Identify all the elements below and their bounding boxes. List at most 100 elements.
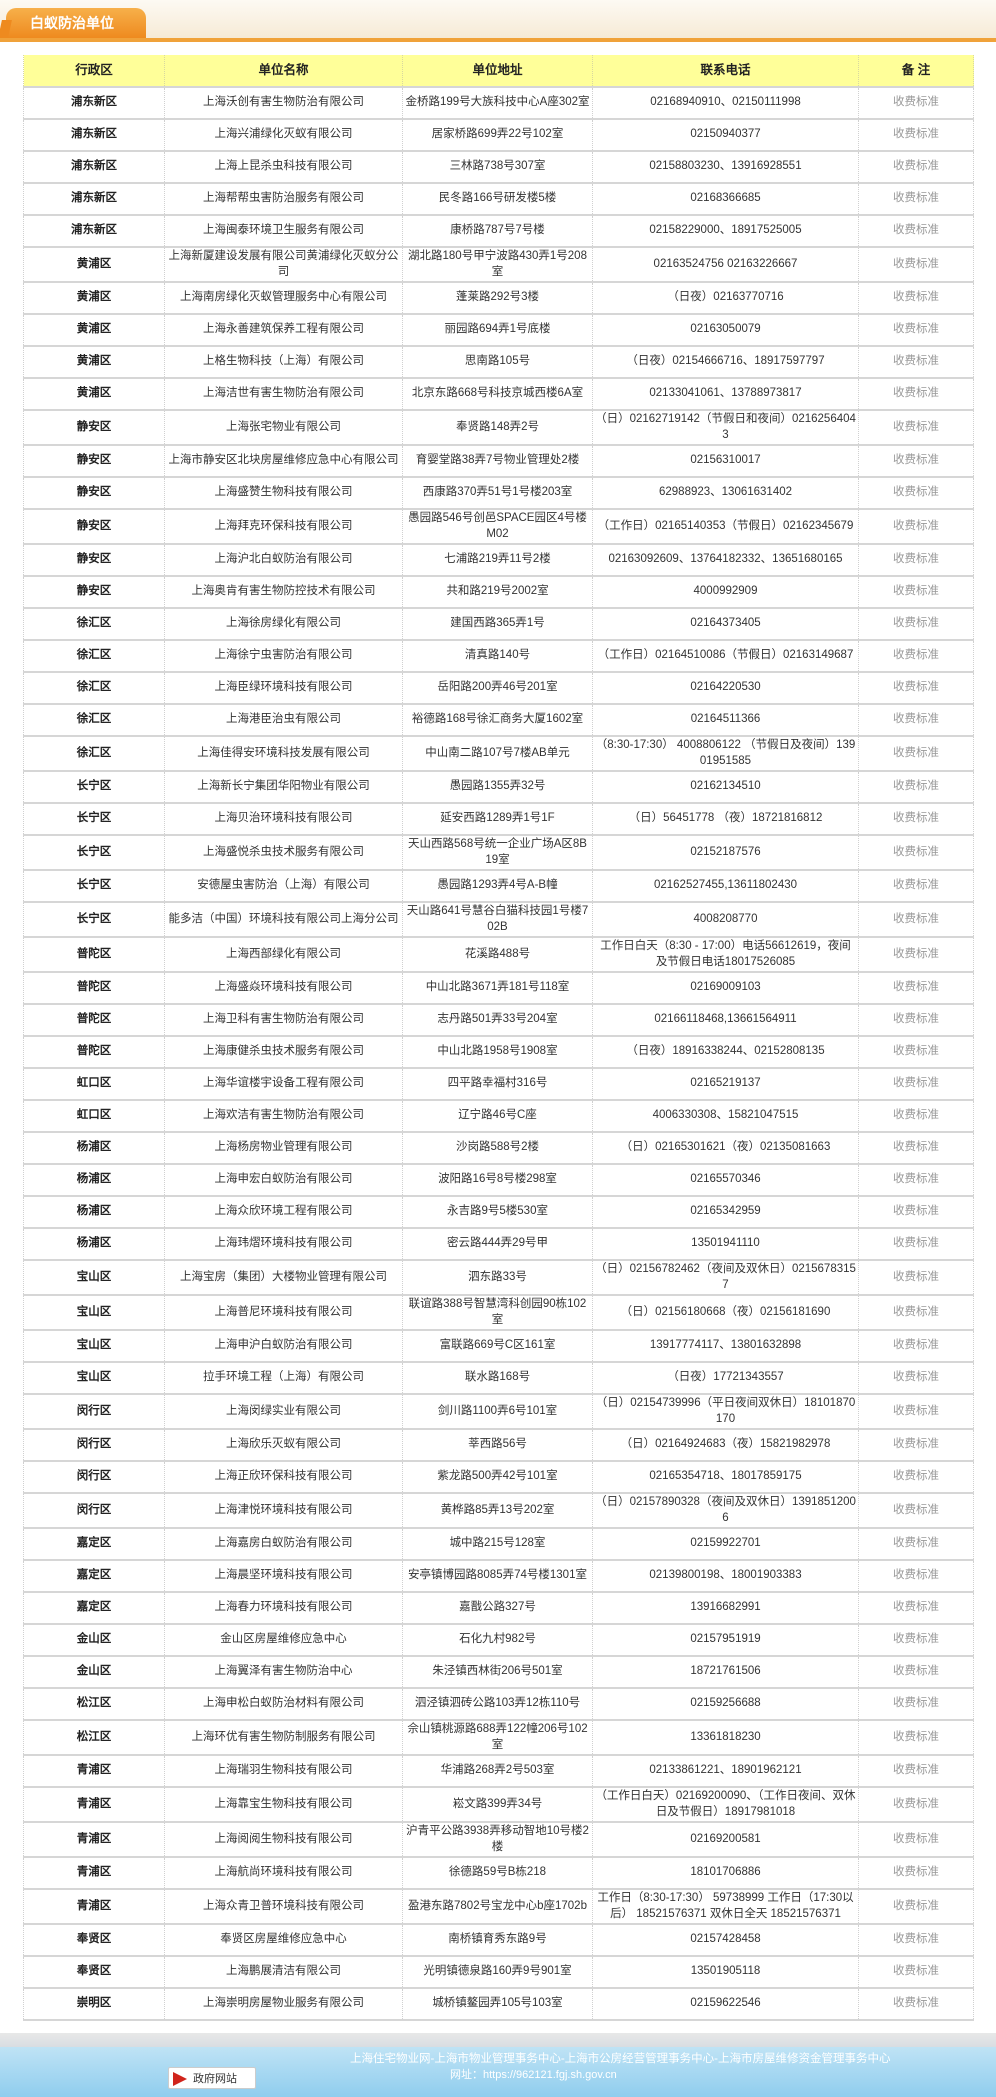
fee-standard-link[interactable]: 收费标准 bbox=[893, 1797, 939, 1810]
unit-name-cell: 奉贤区房屋维修应急中心 bbox=[164, 1924, 403, 1957]
district-cell: 普陀区 bbox=[23, 937, 165, 973]
fee-standard-link[interactable]: 收费标准 bbox=[893, 681, 939, 694]
unit-name-cell: 上海宝房（集团）大楼物业管理有限公司 bbox=[164, 1260, 403, 1296]
fee-standard-link[interactable]: 收费标准 bbox=[893, 553, 939, 566]
fee-standard-link[interactable]: 收费标准 bbox=[893, 454, 939, 467]
fee-standard-link[interactable]: 收费标准 bbox=[893, 420, 939, 433]
fee-standard-link[interactable]: 收费标准 bbox=[893, 519, 939, 532]
footer-text: 上海住宅物业网-上海市物业管理事务中心-上海市公房经营管理事务中心-上海市房屋维… bbox=[350, 2051, 996, 2083]
district-cell: 虹口区 bbox=[23, 1068, 165, 1101]
header-unit-name: 单位名称 bbox=[164, 55, 403, 88]
fee-standard-link[interactable]: 收费标准 bbox=[893, 585, 939, 598]
fee-standard-link[interactable]: 收费标准 bbox=[893, 1965, 939, 1978]
phone-cell: （工作日）02164510086（节假日）02163149687 bbox=[592, 640, 859, 673]
fee-standard-link[interactable]: 收费标准 bbox=[893, 1997, 939, 2010]
fee-standard-link[interactable]: 收费标准 bbox=[893, 1933, 939, 1946]
fee-standard-link[interactable]: 收费标准 bbox=[893, 1013, 939, 1026]
fee-standard-link[interactable]: 收费标准 bbox=[893, 1173, 939, 1186]
fee-standard-link[interactable]: 收费标准 bbox=[893, 1503, 939, 1516]
unit-name-cell: 上海永善建筑保养工程有限公司 bbox=[164, 314, 403, 347]
fee-standard-link[interactable]: 收费标准 bbox=[893, 1205, 939, 1218]
table-row: 静安区 上海市静安区北块房屋维修应急中心有限公司 育婴堂路38弄7号物业管理处2楼 0… bbox=[23, 445, 974, 478]
fee-standard-link[interactable]: 收费标准 bbox=[893, 649, 939, 662]
fee-standard-link[interactable]: 收费标准 bbox=[893, 912, 939, 925]
unit-name-cell: 上海航尚环境科技有限公司 bbox=[164, 1857, 403, 1890]
fee-standard-link[interactable]: 收费标准 bbox=[893, 355, 939, 368]
fee-standard-link[interactable]: 收费标准 bbox=[893, 1832, 939, 1845]
remarks-cell: 收费标准 bbox=[858, 1100, 974, 1133]
district-cell: 浦东新区 bbox=[23, 119, 165, 152]
district-cell: 宝山区 bbox=[23, 1362, 165, 1395]
fee-standard-link[interactable]: 收费标准 bbox=[893, 845, 939, 858]
fee-standard-link[interactable]: 收费标准 bbox=[893, 713, 939, 726]
fee-standard-link[interactable]: 收费标准 bbox=[893, 879, 939, 892]
fee-standard-link[interactable]: 收费标准 bbox=[893, 1371, 939, 1384]
fee-standard-link[interactable]: 收费标准 bbox=[893, 1569, 939, 1582]
remarks-cell: 收费标准 bbox=[858, 1036, 974, 1069]
table-row: 徐汇区 上海徐房绿化有限公司 建国西路365弄1号 02164373405 收费标准 bbox=[23, 608, 974, 641]
fee-standard-link[interactable]: 收费标准 bbox=[893, 746, 939, 759]
fee-standard-link[interactable]: 收费标准 bbox=[893, 1537, 939, 1550]
fee-standard-link[interactable]: 收费标准 bbox=[893, 1305, 939, 1318]
remarks-cell: 收费标准 bbox=[858, 445, 974, 478]
district-cell: 徐汇区 bbox=[23, 640, 165, 673]
fee-standard-link[interactable]: 收费标准 bbox=[893, 1601, 939, 1614]
fee-standard-link[interactable]: 收费标准 bbox=[893, 291, 939, 304]
fee-standard-link[interactable]: 收费标准 bbox=[893, 1404, 939, 1417]
fee-standard-link[interactable]: 收费标准 bbox=[893, 617, 939, 630]
fee-standard-link[interactable]: 收费标准 bbox=[893, 160, 939, 173]
unit-name-cell: 上海卫科有害生物防治有限公司 bbox=[164, 1004, 403, 1037]
table-row: 宝山区 上海宝房（集团）大楼物业管理有限公司 泗东路33号 （日）0215678246… bbox=[23, 1260, 974, 1296]
fee-standard-link[interactable]: 收费标准 bbox=[893, 323, 939, 336]
fee-standard-link[interactable]: 收费标准 bbox=[893, 1237, 939, 1250]
fee-standard-link[interactable]: 收费标准 bbox=[893, 224, 939, 237]
district-cell: 青浦区 bbox=[23, 1889, 165, 1925]
district-cell: 静安区 bbox=[23, 445, 165, 478]
phone-cell: 工作日（8:30-17:30） 59738999 工作日（17:30以后） 18… bbox=[592, 1889, 859, 1925]
fee-standard-link[interactable]: 收费标准 bbox=[893, 780, 939, 793]
fee-standard-link[interactable]: 收费标准 bbox=[893, 257, 939, 270]
district-cell: 徐汇区 bbox=[23, 736, 165, 772]
unit-address-cell: 蓬莱路292号3楼 bbox=[402, 282, 593, 315]
gov-website-badge[interactable]: 政府网站 bbox=[168, 2067, 256, 2089]
remarks-cell: 收费标准 bbox=[858, 1330, 974, 1363]
fee-standard-link[interactable]: 收费标准 bbox=[893, 947, 939, 960]
fee-standard-link[interactable]: 收费标准 bbox=[893, 1866, 939, 1879]
fee-standard-link[interactable]: 收费标准 bbox=[893, 387, 939, 400]
fee-standard-link[interactable]: 收费标准 bbox=[893, 1730, 939, 1743]
fee-standard-link[interactable]: 收费标准 bbox=[893, 1470, 939, 1483]
fee-standard-link[interactable]: 收费标准 bbox=[893, 1633, 939, 1646]
fee-standard-link[interactable]: 收费标准 bbox=[893, 1665, 939, 1678]
fee-standard-link[interactable]: 收费标准 bbox=[893, 1045, 939, 1058]
fee-standard-link[interactable]: 收费标准 bbox=[893, 1339, 939, 1352]
unit-address-cell: 华浦路268弄2号503室 bbox=[402, 1755, 593, 1788]
remarks-cell: 收费标准 bbox=[858, 704, 974, 737]
table-row: 黄浦区 上海新厦建设发展有限公司黄浦绿化灭蚁分公司 湖北路180号甲宁波路430弄1… bbox=[23, 247, 974, 283]
remarks-cell: 收费标准 bbox=[858, 1004, 974, 1037]
fee-standard-link[interactable]: 收费标准 bbox=[893, 812, 939, 825]
table-row: 青浦区 上海众青卫普环境科技有限公司 盈港东路7802号宝龙中心b座1702b 工作日… bbox=[23, 1889, 974, 1925]
unit-name-cell: 上海环优有害生物防制服务有限公司 bbox=[164, 1720, 403, 1756]
fee-standard-link[interactable]: 收费标准 bbox=[893, 1141, 939, 1154]
phone-cell: 02164373405 bbox=[592, 608, 859, 641]
fee-standard-link[interactable]: 收费标准 bbox=[893, 1270, 939, 1283]
termite-control-units-table: 行政区 单位名称 单位地址 联系电话 备 注 浦东新区 上海沃创有害生物防治有限公… bbox=[23, 55, 974, 2021]
table-row: 奉贤区 奉贤区房屋维修应急中心 南桥镇育秀东路9号 02157428458 收费标准 bbox=[23, 1924, 974, 1957]
district-cell: 徐汇区 bbox=[23, 608, 165, 641]
unit-address-cell: 联谊路388号智慧湾科创园90栋102室 bbox=[402, 1295, 593, 1331]
fee-standard-link[interactable]: 收费标准 bbox=[893, 128, 939, 141]
fee-standard-link[interactable]: 收费标准 bbox=[893, 1764, 939, 1777]
fee-standard-link[interactable]: 收费标准 bbox=[893, 1697, 939, 1710]
fee-standard-link[interactable]: 收费标准 bbox=[893, 192, 939, 205]
fee-standard-link[interactable]: 收费标准 bbox=[893, 1077, 939, 1090]
remarks-cell: 收费标准 bbox=[858, 1461, 974, 1494]
footer-url[interactable]: 网址：https://962121.fgj.sh.gov.cn bbox=[450, 2069, 617, 2081]
phone-cell: （日）02156782462（夜间及双休日）02156783157 bbox=[592, 1260, 859, 1296]
fee-standard-link[interactable]: 收费标准 bbox=[893, 1109, 939, 1122]
fee-standard-link[interactable]: 收费标准 bbox=[893, 1438, 939, 1451]
fee-standard-link[interactable]: 收费标准 bbox=[893, 486, 939, 499]
remarks-cell: 收费标准 bbox=[858, 1624, 974, 1657]
fee-standard-link[interactable]: 收费标准 bbox=[893, 1899, 939, 1912]
fee-standard-link[interactable]: 收费标准 bbox=[893, 981, 939, 994]
fee-standard-link[interactable]: 收费标准 bbox=[893, 96, 939, 109]
